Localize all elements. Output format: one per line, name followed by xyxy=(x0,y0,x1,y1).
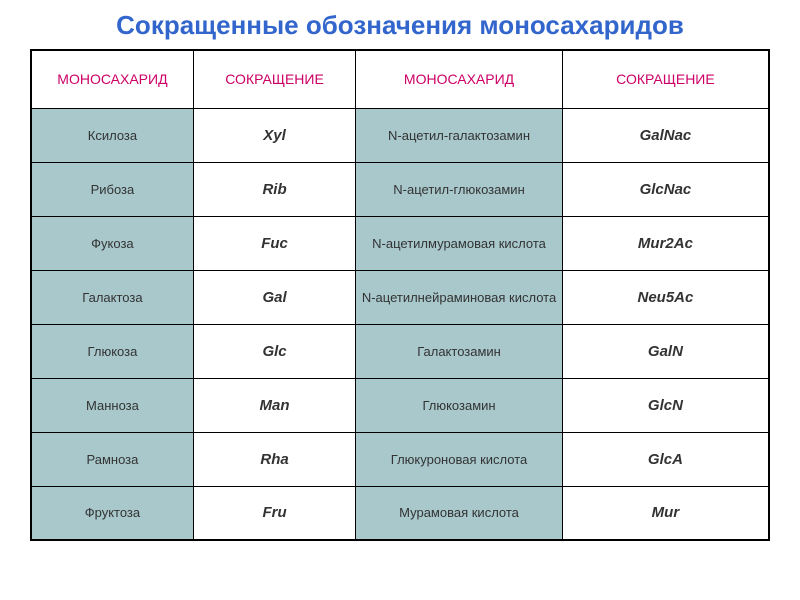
abbr-cell: GlcN xyxy=(562,378,769,432)
table-row: Фукоза Fuc N-ацетилмурамовая кислота Mur… xyxy=(31,216,769,270)
name-cell: N-ацетилнейраминовая кислота xyxy=(356,270,563,324)
table-row: Галактоза Gal N-ацетилнейраминовая кисло… xyxy=(31,270,769,324)
header-monosaccharide-1: МОНОСАХАРИД xyxy=(31,50,193,108)
header-monosaccharide-2: МОНОСАХАРИД xyxy=(356,50,563,108)
name-cell: Галактозамин xyxy=(356,324,563,378)
table-row: Фруктоза Fru Мурамовая кислота Mur xyxy=(31,486,769,540)
abbr-cell: GlcNac xyxy=(562,162,769,216)
abbr-cell: Neu5Ac xyxy=(562,270,769,324)
abbr-cell: Glc xyxy=(193,324,355,378)
name-cell: Рамноза xyxy=(31,432,193,486)
table-row: Глюкоза Glc Галактозамин GalN xyxy=(31,324,769,378)
table-header-row: МОНОСАХАРИД СОКРАЩЕНИЕ МОНОСАХАРИД СОКРА… xyxy=(31,50,769,108)
page-title: Сокращенные обозначения моносахаридов xyxy=(30,10,770,41)
name-cell: Фукоза xyxy=(31,216,193,270)
abbr-cell: Rib xyxy=(193,162,355,216)
abbr-cell: Rha xyxy=(193,432,355,486)
abbr-cell: Xyl xyxy=(193,108,355,162)
table-row: Рибоза Rib N-ацетил-глюкозамин GlcNac xyxy=(31,162,769,216)
monosaccharide-table: МОНОСАХАРИД СОКРАЩЕНИЕ МОНОСАХАРИД СОКРА… xyxy=(30,49,770,541)
name-cell: Глюкоза xyxy=(31,324,193,378)
abbr-cell: Fru xyxy=(193,486,355,540)
abbr-cell: GalNac xyxy=(562,108,769,162)
table-row: Манноза Man Глюкозамин GlcN xyxy=(31,378,769,432)
name-cell: Глюкозамин xyxy=(356,378,563,432)
name-cell: N-ацетилмурамовая кислота xyxy=(356,216,563,270)
name-cell: N-ацетил-галактозамин xyxy=(356,108,563,162)
table-row: Ксилоза Xyl N-ацетил-галактозамин GalNac xyxy=(31,108,769,162)
name-cell: Глюкуроновая кислота xyxy=(356,432,563,486)
header-abbreviation-2: СОКРАЩЕНИЕ xyxy=(562,50,769,108)
abbr-cell: Mur xyxy=(562,486,769,540)
name-cell: Ксилоза xyxy=(31,108,193,162)
name-cell: Галактоза xyxy=(31,270,193,324)
name-cell: Мурамовая кислота xyxy=(356,486,563,540)
name-cell: Рибоза xyxy=(31,162,193,216)
table-row: Рамноза Rha Глюкуроновая кислота GlcA xyxy=(31,432,769,486)
abbr-cell: Man xyxy=(193,378,355,432)
abbr-cell: Gal xyxy=(193,270,355,324)
header-abbreviation-1: СОКРАЩЕНИЕ xyxy=(193,50,355,108)
abbr-cell: Fuc xyxy=(193,216,355,270)
name-cell: N-ацетил-глюкозамин xyxy=(356,162,563,216)
abbr-cell: GalN xyxy=(562,324,769,378)
name-cell: Фруктоза xyxy=(31,486,193,540)
abbr-cell: Mur2Ac xyxy=(562,216,769,270)
abbr-cell: GlcA xyxy=(562,432,769,486)
name-cell: Манноза xyxy=(31,378,193,432)
